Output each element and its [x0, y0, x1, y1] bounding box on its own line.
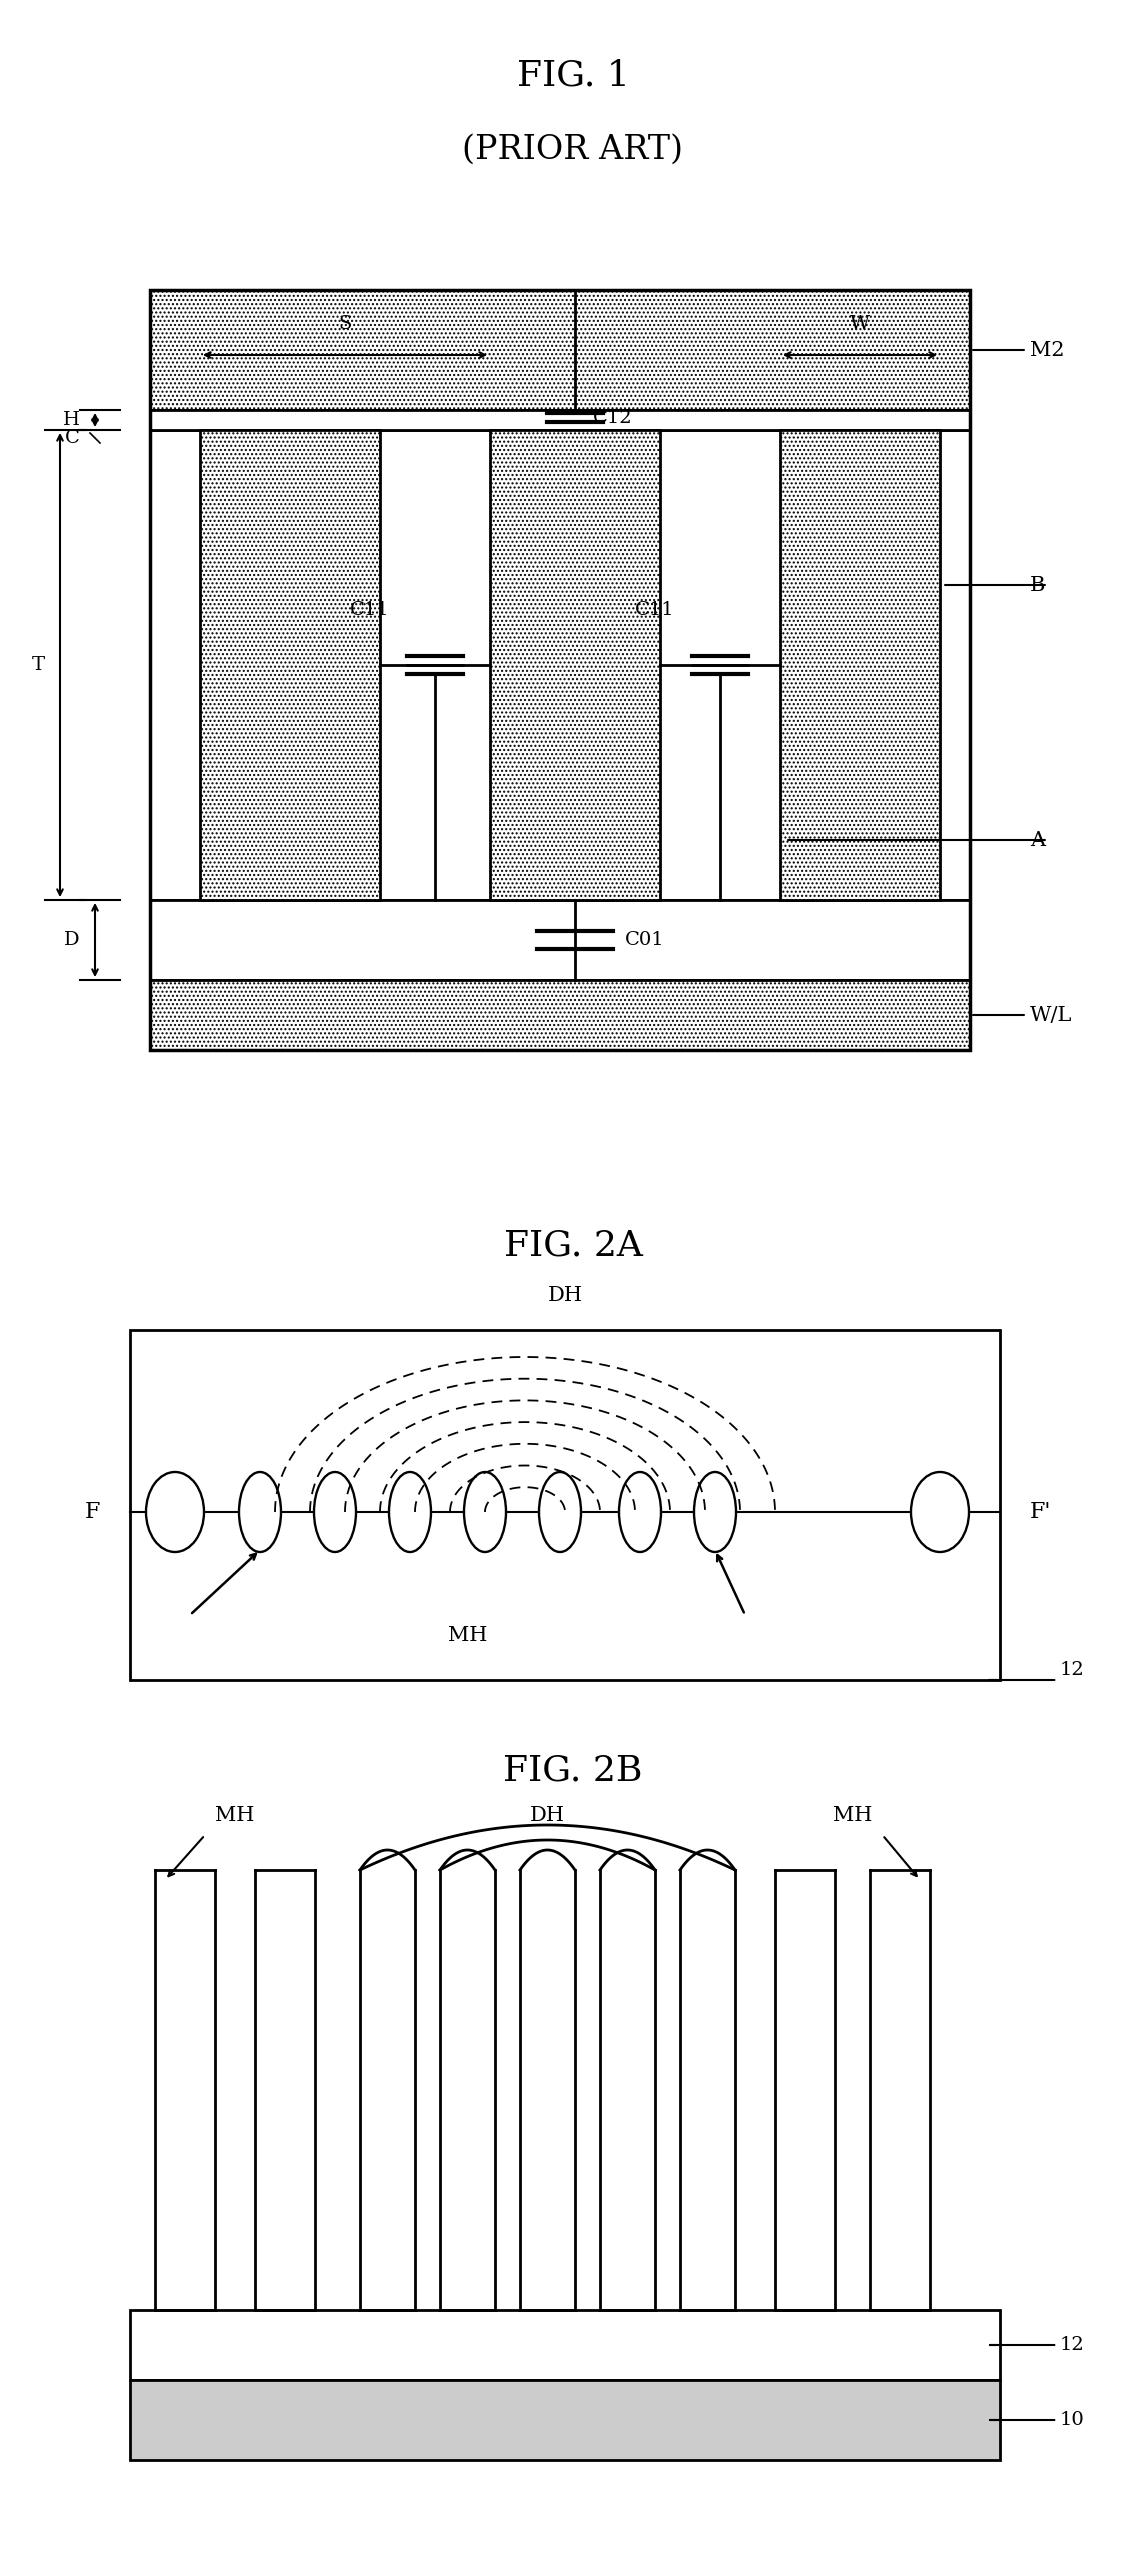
Bar — [780, 430, 941, 900]
Ellipse shape — [389, 1473, 431, 1552]
Text: MH: MH — [216, 1805, 255, 1826]
Text: 10: 10 — [990, 2411, 1085, 2429]
Text: W: W — [850, 315, 871, 332]
Text: 12: 12 — [990, 2337, 1085, 2355]
Bar — [130, 2381, 1000, 2460]
Text: (PRIOR ART): (PRIOR ART) — [462, 133, 684, 166]
Text: D: D — [64, 931, 80, 949]
Bar — [150, 289, 970, 1051]
Ellipse shape — [314, 1473, 356, 1552]
Bar — [200, 430, 380, 900]
Ellipse shape — [694, 1473, 736, 1552]
Bar — [130, 1330, 1000, 1680]
Text: A: A — [788, 831, 1045, 849]
Bar — [150, 900, 970, 979]
Ellipse shape — [619, 1473, 661, 1552]
Text: C01: C01 — [625, 931, 664, 949]
Bar — [150, 979, 970, 1051]
Text: DH: DH — [547, 1286, 583, 1304]
Text: MH: MH — [447, 1626, 487, 1644]
Bar — [150, 409, 970, 430]
Bar — [130, 2309, 1000, 2381]
Text: C11: C11 — [350, 601, 390, 619]
Text: F': F' — [1030, 1501, 1052, 1524]
Text: C11: C11 — [635, 601, 674, 619]
Bar — [150, 430, 970, 900]
Ellipse shape — [465, 1473, 506, 1552]
Text: T: T — [32, 657, 45, 675]
Text: W/L: W/L — [973, 1005, 1072, 1025]
Text: C12: C12 — [593, 409, 633, 427]
Text: FIG. 2B: FIG. 2B — [504, 1754, 642, 1787]
Text: FIG. 2A: FIG. 2A — [504, 1227, 642, 1263]
Text: F: F — [85, 1501, 100, 1524]
Text: 12: 12 — [989, 1662, 1085, 1680]
Text: S: S — [338, 315, 352, 332]
Text: C: C — [65, 430, 80, 447]
Text: H: H — [63, 412, 80, 430]
Ellipse shape — [539, 1473, 582, 1552]
Text: B: B — [945, 575, 1045, 593]
Bar — [150, 289, 970, 409]
Text: DH: DH — [530, 1805, 565, 1826]
Ellipse shape — [911, 1473, 969, 1552]
Text: FIG. 1: FIG. 1 — [516, 59, 630, 92]
Text: MH: MH — [833, 1805, 872, 1826]
Bar — [490, 430, 660, 900]
Ellipse shape — [239, 1473, 281, 1552]
Text: M2: M2 — [973, 340, 1064, 361]
Ellipse shape — [146, 1473, 204, 1552]
